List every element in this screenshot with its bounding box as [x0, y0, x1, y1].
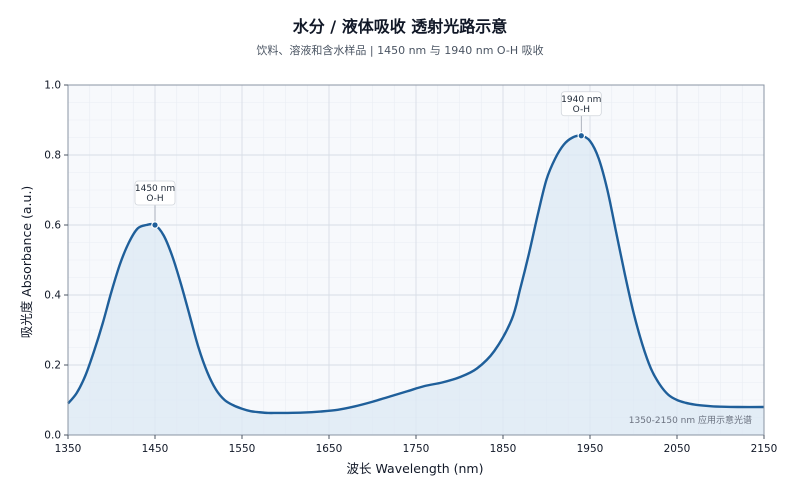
- annotation-box: [560, 91, 602, 117]
- x-tick-label: 1750: [403, 443, 430, 455]
- series-line-absorbance: [67, 134, 765, 415]
- y-tick-label: 0.4: [44, 290, 61, 302]
- y-tick-label: 1.0: [44, 80, 61, 92]
- y-tick-label: 0.2: [44, 360, 61, 372]
- y-axis-label: 吸光度 Absorbance (a.u.): [19, 186, 34, 339]
- annotation-box: [134, 180, 176, 206]
- chart-subtitle: 饮料、溶液和含水样品 | 1450 nm 与 1940 nm O-H 吸收: [256, 43, 543, 57]
- x-axis-label: 波长 Wavelength (nm): [347, 461, 484, 476]
- range-note: 1350-2150 nm 应用示意光谱: [629, 414, 752, 426]
- y-tick-label: 0.8: [44, 150, 61, 162]
- y-tick-label: 0.0: [44, 430, 61, 442]
- peak-annotation: 1450 nmO-H: [134, 180, 176, 229]
- x-tick-label: 1650: [316, 443, 343, 455]
- x-tick-label: 1550: [229, 443, 256, 455]
- chart-title: 水分 / 液体吸收 透射光路示意: [293, 17, 508, 36]
- x-tick-label: 1850: [490, 443, 517, 455]
- series-area-fill: [68, 135, 764, 435]
- x-tick-label: 2150: [751, 443, 778, 455]
- x-tick-label: 1350: [55, 443, 82, 455]
- annotation-label: O-H: [573, 105, 590, 115]
- peak-marker: [577, 131, 586, 140]
- peak-annotation: 1940 nmO-H: [560, 91, 602, 140]
- x-tick-label: 1950: [577, 443, 604, 455]
- x-tick-label: 1450: [142, 443, 169, 455]
- annotation-label: 1940 nm: [561, 95, 601, 105]
- y-tick-label: 0.6: [44, 220, 61, 232]
- annotation-label: O-H: [146, 194, 163, 204]
- annotation-label: 1450 nm: [135, 184, 175, 194]
- peak-marker: [151, 221, 159, 229]
- x-tick-label: 2050: [664, 443, 691, 455]
